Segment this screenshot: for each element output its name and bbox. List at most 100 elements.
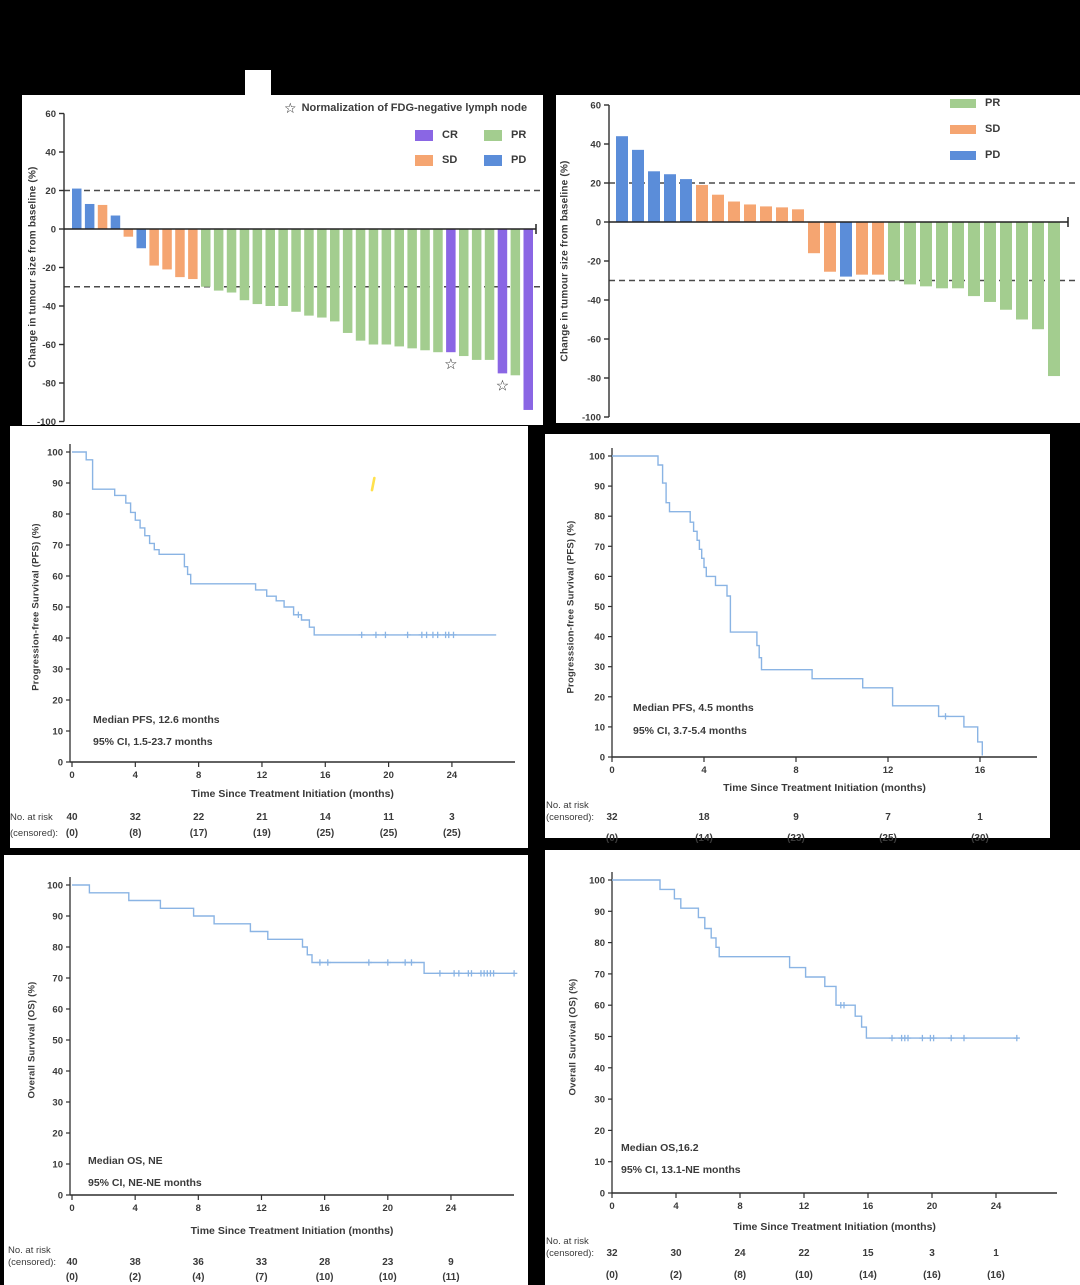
svg-text:4: 4: [133, 1203, 139, 1214]
svg-text:40: 40: [52, 1067, 63, 1078]
legend-swatch-sd: [950, 124, 976, 134]
pfs-b-median: Median PFS, 4.5 months: [633, 702, 754, 714]
censored-label: (censored):: [8, 1257, 57, 1268]
os-b-xlabel: Time Since Treatment Initiation (months): [733, 1221, 936, 1233]
svg-text:16: 16: [320, 770, 331, 781]
censored-value: (25): [879, 833, 897, 844]
risk-label: No. at risk: [546, 1236, 589, 1247]
svg-text:20: 20: [927, 1201, 938, 1212]
legend-item-pd: PD: [484, 154, 526, 166]
at-risk-value: 11: [383, 812, 394, 823]
at-risk-value: 3: [929, 1248, 935, 1259]
legend-swatch-pd: [484, 154, 502, 166]
legend-item-sd: SD: [950, 123, 1000, 135]
pfs-panel-a: 100 90 80 70 60 50 40 30 20 10 0 0 4 8 12 16 20 24 Progre…: [10, 426, 528, 848]
svg-text:80: 80: [594, 512, 605, 523]
censored-value: (7): [255, 1272, 268, 1283]
svg-text:60: 60: [52, 1005, 63, 1016]
svg-text:90: 90: [52, 912, 63, 923]
svg-text:30: 30: [594, 662, 605, 673]
legend-swatch-sd: [415, 154, 433, 166]
svg-text:-20: -20: [42, 263, 56, 274]
svg-text:40: 40: [52, 634, 63, 645]
svg-text:60: 60: [52, 572, 63, 583]
svg-text:100: 100: [589, 452, 605, 463]
censored-value: (25): [316, 828, 335, 839]
at-risk-value: 15: [862, 1248, 874, 1259]
legend-item-pr: PR: [484, 129, 526, 141]
svg-text:-100: -100: [582, 413, 601, 424]
at-risk-value: 3: [449, 812, 455, 823]
svg-text:-80: -80: [587, 374, 601, 385]
at-risk-value: 32: [129, 812, 141, 823]
svg-text:100: 100: [47, 881, 63, 892]
svg-text:0: 0: [600, 1189, 605, 1200]
os-a-xlabel: Time Since Treatment Initiation (months): [190, 1225, 394, 1237]
svg-text:12: 12: [883, 765, 894, 776]
pfs-a-ci: 95% CI, 1.5-23.7 months: [93, 736, 213, 748]
risk-label: No. at risk: [10, 812, 53, 823]
at-risk-value: 14: [319, 812, 331, 823]
at-risk-value: 9: [448, 1257, 454, 1268]
waterfall-b-ylabel: Change in tumour size from baseline (%): [559, 160, 571, 362]
svg-text:70: 70: [594, 542, 605, 553]
legend-item-pr: PR: [950, 97, 1000, 109]
at-risk-value: 18: [698, 812, 710, 823]
legend-swatch-pr: [950, 98, 976, 108]
svg-text:80: 80: [52, 943, 63, 954]
legend-label-cr: CR: [442, 129, 458, 141]
legend-swatch-cr: [415, 129, 433, 141]
risk-label: No. at risk: [546, 800, 589, 811]
svg-text:50: 50: [594, 602, 605, 613]
svg-text:30: 30: [52, 665, 63, 676]
svg-text:50: 50: [594, 1032, 605, 1043]
at-risk-value: 33: [255, 1257, 268, 1268]
svg-text:8: 8: [196, 770, 201, 781]
svg-text:20: 20: [590, 179, 601, 190]
svg-text:20: 20: [45, 186, 56, 197]
svg-text:60: 60: [590, 101, 601, 112]
svg-text:8: 8: [737, 1201, 742, 1212]
svg-text:8: 8: [793, 765, 798, 776]
censored-value: (17): [189, 828, 208, 839]
at-risk-value: 40: [66, 812, 78, 823]
svg-text:☆: ☆: [444, 355, 457, 373]
censored-value: (10): [378, 1272, 397, 1283]
svg-text:-60: -60: [42, 340, 56, 351]
svg-text:40: 40: [45, 148, 56, 159]
svg-text:70: 70: [52, 541, 63, 552]
star-note: ☆ Normalization of FDG-negative lymph no…: [284, 101, 527, 115]
svg-text:12: 12: [256, 1203, 267, 1214]
legend-item-cr: CR: [415, 129, 458, 141]
at-risk-value: 9: [793, 812, 799, 823]
svg-text:60: 60: [594, 1001, 605, 1012]
censored-value: (11): [442, 1272, 460, 1283]
censored-label: (censored):: [10, 828, 59, 839]
at-risk-value: 1: [977, 812, 983, 823]
pfs-a-xlabel: Time Since Treatment Initiation (months): [191, 788, 394, 800]
svg-text:-80: -80: [42, 379, 56, 390]
svg-text:50: 50: [52, 1036, 63, 1047]
censored-label: (censored):: [546, 1248, 595, 1259]
svg-text:20: 20: [52, 1129, 63, 1140]
svg-text:4: 4: [701, 765, 707, 776]
svg-text:-60: -60: [587, 335, 601, 346]
svg-text:90: 90: [52, 479, 63, 490]
risk-label: No. at risk: [8, 1245, 51, 1256]
legend-swatch-pr: [484, 129, 502, 141]
os-a-ylabel: Overall Survival (OS) (%): [26, 981, 38, 1099]
legend-label-pd: PD: [511, 154, 527, 166]
pfs-a-ylabel: Progression-free Survival (PFS) (%): [30, 523, 42, 691]
svg-text:10: 10: [52, 1160, 63, 1171]
svg-text:4: 4: [673, 1201, 679, 1212]
svg-text:16: 16: [975, 765, 986, 776]
os-b-ci: 95% CI, 13.1-NE months: [621, 1164, 741, 1176]
at-risk-value: 23: [382, 1257, 394, 1268]
svg-text:10: 10: [594, 722, 605, 733]
svg-text:80: 80: [594, 938, 605, 949]
censored-label: (censored):: [546, 812, 595, 823]
svg-text:40: 40: [594, 632, 605, 643]
at-risk-value: 36: [192, 1257, 204, 1268]
